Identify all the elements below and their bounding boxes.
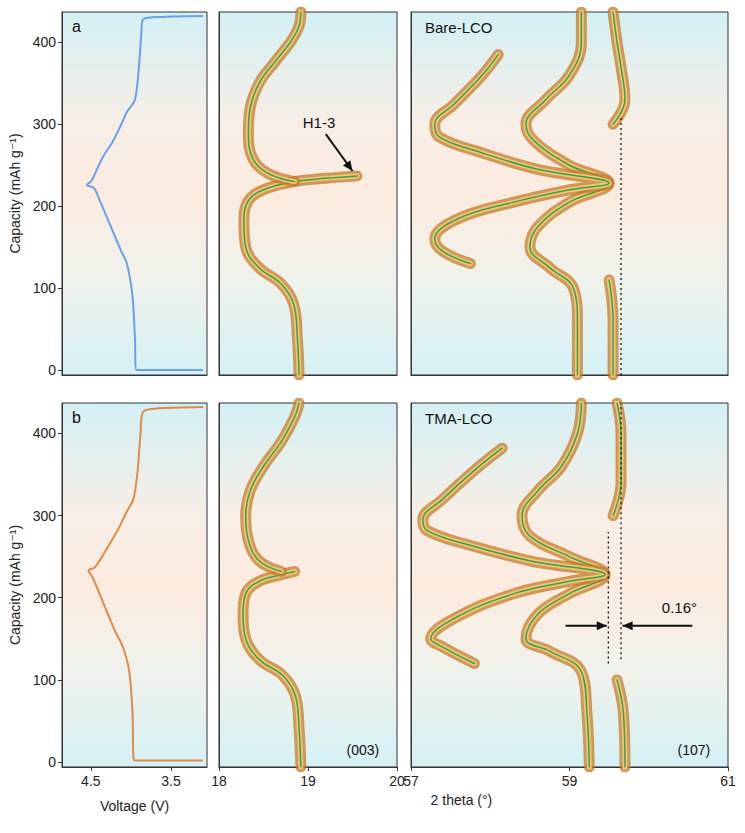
svg-text:3.5: 3.5 xyxy=(161,773,181,789)
svg-text:H1-3: H1-3 xyxy=(303,114,336,131)
svg-text:0: 0 xyxy=(48,754,56,770)
svg-text:Bare-LCO: Bare-LCO xyxy=(425,19,493,36)
svg-text:b: b xyxy=(72,409,81,426)
svg-text:(003): (003) xyxy=(347,742,380,758)
svg-text:300: 300 xyxy=(33,508,57,524)
svg-text:19: 19 xyxy=(300,773,316,789)
svg-text:200: 200 xyxy=(33,590,57,606)
svg-text:100: 100 xyxy=(33,280,57,296)
svg-text:(107): (107) xyxy=(678,742,711,758)
svg-text:400: 400 xyxy=(33,425,57,441)
svg-text:200: 200 xyxy=(33,198,57,214)
svg-text:100: 100 xyxy=(33,672,57,688)
svg-text:2 theta (°): 2 theta (°) xyxy=(431,792,493,808)
svg-text:61: 61 xyxy=(720,773,736,789)
svg-text:TMA-LCO: TMA-LCO xyxy=(425,410,493,427)
svg-text:18: 18 xyxy=(211,773,227,789)
svg-text:400: 400 xyxy=(33,34,57,50)
svg-text:Capacity (mAh g⁻¹): Capacity (mAh g⁻¹) xyxy=(7,133,23,253)
svg-text:0: 0 xyxy=(48,362,56,378)
svg-text:a: a xyxy=(72,18,81,35)
svg-text:4.5: 4.5 xyxy=(81,773,101,789)
svg-text:Capacity (mAh g⁻¹): Capacity (mAh g⁻¹) xyxy=(7,525,23,645)
svg-text:Voltage (V): Voltage (V) xyxy=(100,798,169,814)
svg-text:20: 20 xyxy=(389,773,405,789)
svg-text:57: 57 xyxy=(403,773,419,789)
svg-text:300: 300 xyxy=(33,116,57,132)
svg-text:59: 59 xyxy=(562,773,578,789)
svg-text:0.16°: 0.16° xyxy=(662,599,697,616)
